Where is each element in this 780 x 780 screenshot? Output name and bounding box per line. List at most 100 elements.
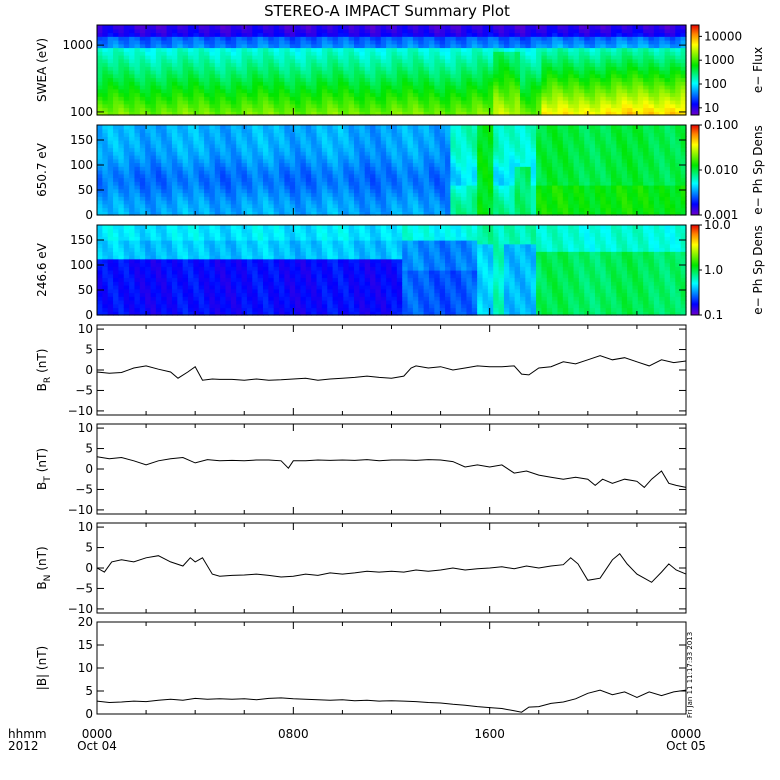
swea-cell bbox=[514, 96, 521, 101]
pad650-cell bbox=[552, 211, 559, 216]
swea-cell bbox=[171, 100, 178, 105]
pad650-cell bbox=[493, 203, 500, 209]
pad650-cell bbox=[370, 151, 377, 156]
swea-cell bbox=[584, 100, 591, 105]
pad650-cell bbox=[514, 185, 521, 190]
swea-cell bbox=[102, 70, 109, 75]
swea-cell bbox=[493, 47, 500, 52]
swea-cell bbox=[611, 107, 617, 112]
pad650-cell bbox=[279, 177, 285, 182]
pad650-cell bbox=[552, 128, 559, 134]
pad650-cell bbox=[455, 151, 462, 156]
swea-cell bbox=[182, 85, 189, 90]
swea-cell bbox=[139, 81, 146, 86]
pad650-cell bbox=[348, 132, 355, 137]
pad650-cell bbox=[578, 207, 585, 212]
pad650-cell bbox=[230, 140, 237, 145]
swea-cell bbox=[155, 62, 162, 67]
pad650-cell bbox=[471, 173, 478, 179]
swea-cell bbox=[380, 100, 387, 105]
swea-cell bbox=[562, 88, 569, 94]
swea-cell bbox=[578, 62, 585, 67]
swea-cell bbox=[145, 25, 152, 30]
pad650-cell bbox=[402, 158, 409, 164]
swea-cell bbox=[503, 43, 510, 49]
swea-cell bbox=[648, 43, 655, 49]
swea-cell bbox=[487, 111, 494, 116]
swea-cell bbox=[466, 51, 473, 56]
swea-cell bbox=[578, 58, 585, 64]
pad650-cell bbox=[204, 185, 211, 190]
swea-cell bbox=[669, 73, 676, 79]
swea-cell bbox=[423, 96, 430, 101]
swea-cell bbox=[493, 85, 500, 90]
pad650-cell bbox=[107, 177, 114, 182]
swea-cell bbox=[632, 40, 639, 45]
swea-cell bbox=[193, 107, 200, 112]
swea-cell bbox=[557, 32, 564, 37]
swea-cell bbox=[562, 85, 569, 90]
swea-cell bbox=[155, 40, 162, 45]
swea-cell bbox=[520, 32, 526, 37]
swea-cell bbox=[220, 40, 227, 45]
pad650-cell bbox=[252, 132, 259, 137]
pad650-cell bbox=[236, 185, 243, 190]
swea-cell bbox=[236, 51, 243, 56]
swea-cell bbox=[664, 73, 671, 79]
swea-cell bbox=[611, 28, 617, 34]
pad650-cell bbox=[300, 132, 307, 137]
pad650-cell bbox=[107, 181, 114, 186]
pad650-cell bbox=[252, 170, 259, 175]
swea-cell bbox=[107, 85, 114, 90]
swea-cell bbox=[466, 25, 473, 30]
swea-cell bbox=[514, 77, 521, 82]
swea-cell bbox=[418, 40, 425, 45]
swea-cell bbox=[643, 58, 650, 64]
swea-cell bbox=[611, 81, 617, 86]
pad650-cell bbox=[370, 143, 377, 149]
swea-cell bbox=[627, 25, 634, 30]
pad650-cell bbox=[354, 200, 360, 205]
pad650-cell bbox=[536, 151, 543, 156]
pad650-cell bbox=[562, 147, 569, 152]
swea-cell bbox=[343, 25, 350, 30]
swea-cell bbox=[616, 66, 623, 71]
pad650-cell bbox=[493, 155, 500, 160]
swea-cell bbox=[193, 73, 200, 79]
swea-cell bbox=[407, 58, 414, 64]
pad650-cell bbox=[236, 200, 243, 205]
swea-cell bbox=[348, 88, 355, 94]
pad650-cell bbox=[557, 155, 564, 160]
swea-cell bbox=[214, 92, 221, 97]
swea-cell bbox=[139, 47, 146, 52]
pad650-cell bbox=[530, 132, 537, 137]
swea-cell bbox=[477, 111, 484, 116]
pad650-cell bbox=[214, 203, 221, 209]
swea-cell bbox=[209, 58, 216, 64]
pad650-cell bbox=[171, 207, 178, 212]
swea-cell bbox=[439, 92, 446, 97]
pad650-cell bbox=[466, 200, 473, 205]
swea-cell bbox=[246, 62, 253, 67]
pad650-cell bbox=[209, 207, 216, 212]
swea-cell bbox=[337, 51, 344, 56]
pad650-cell bbox=[412, 196, 419, 201]
pad650-cell bbox=[380, 132, 387, 137]
swea-cell bbox=[257, 32, 264, 37]
swea-cell bbox=[493, 43, 500, 49]
pad650-cell bbox=[407, 177, 414, 182]
pad650-cell bbox=[482, 158, 489, 164]
pad650-cell bbox=[241, 181, 248, 186]
pad650-cell bbox=[300, 162, 307, 167]
swea-cell bbox=[198, 77, 205, 82]
swea-cell bbox=[262, 25, 269, 30]
pad650-cell bbox=[605, 155, 612, 160]
swea-cell bbox=[627, 28, 634, 34]
swea-cell bbox=[166, 92, 173, 97]
swea-cell bbox=[439, 73, 446, 79]
pad650-cell bbox=[204, 143, 211, 149]
swea-cell bbox=[252, 107, 259, 112]
swea-cell bbox=[594, 103, 601, 109]
swea-cell bbox=[471, 70, 478, 75]
swea-cell bbox=[627, 40, 634, 45]
